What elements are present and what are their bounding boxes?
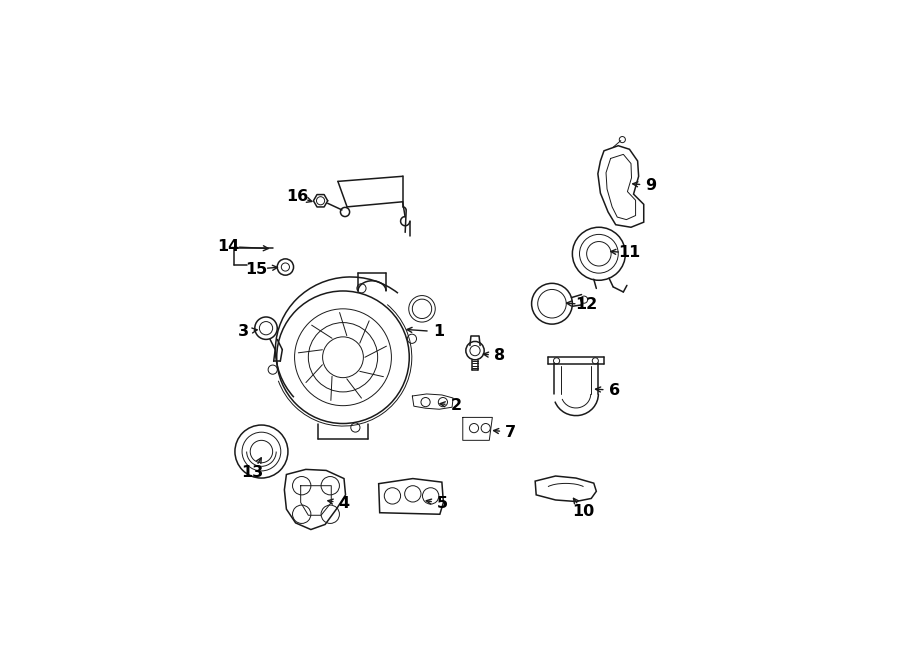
Text: 7: 7 <box>505 425 517 440</box>
Text: 9: 9 <box>645 178 656 193</box>
Text: 3: 3 <box>238 324 248 339</box>
Text: 11: 11 <box>618 245 641 260</box>
Text: 14: 14 <box>217 239 239 254</box>
Text: 13: 13 <box>241 465 264 481</box>
Polygon shape <box>536 476 597 502</box>
Text: 16: 16 <box>286 189 308 204</box>
Polygon shape <box>598 146 644 227</box>
Text: 6: 6 <box>608 383 620 398</box>
Text: 1: 1 <box>433 324 444 339</box>
Text: 5: 5 <box>436 496 448 511</box>
Text: 2: 2 <box>451 398 462 413</box>
Text: 10: 10 <box>572 504 595 519</box>
Text: 12: 12 <box>575 297 598 312</box>
Text: 4: 4 <box>338 496 349 511</box>
Text: 8: 8 <box>494 348 505 363</box>
Text: 15: 15 <box>245 261 267 277</box>
Polygon shape <box>284 469 346 530</box>
Polygon shape <box>379 479 444 514</box>
